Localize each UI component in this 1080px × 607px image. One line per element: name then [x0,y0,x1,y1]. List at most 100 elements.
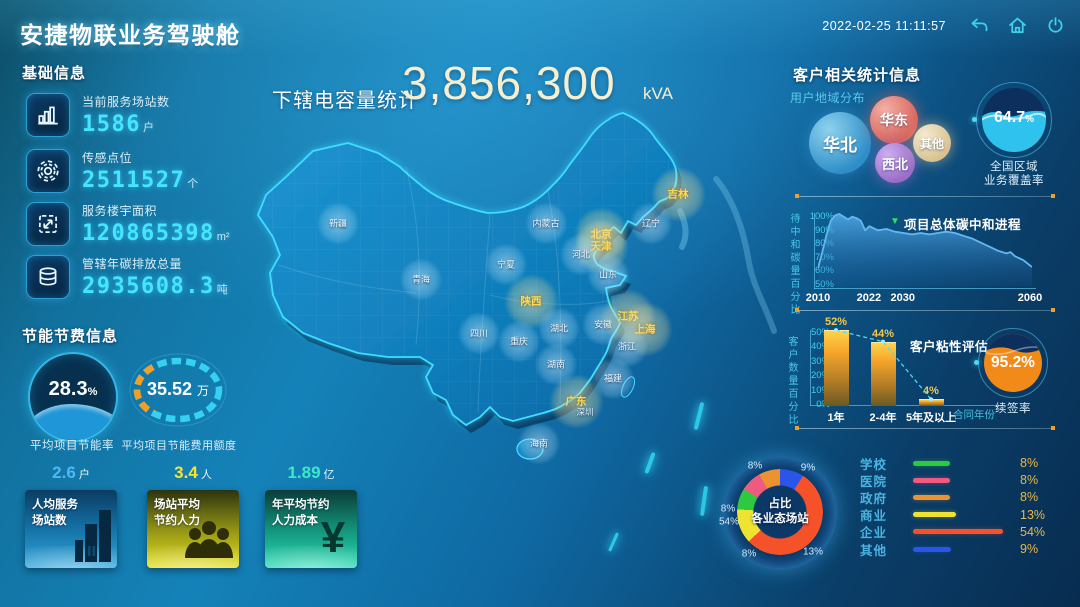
divider [795,308,1055,312]
province-marker-河北[interactable]: 河北 [559,233,603,275]
province-marker-内蒙古[interactable]: 内蒙古 [524,202,568,244]
donut-title-line2: 各业态场站 [751,513,809,525]
saving-amount-label: 平均项目节能费用额度 [121,440,237,452]
province-label: 河北 [571,249,591,260]
province-label: 浙江 [617,341,637,352]
legend-label: 企业 [860,526,888,541]
card-value: 1.89 亿 [287,463,335,482]
card-label-line1: 场站平均 [154,499,200,511]
stations-per-capita-card: 人均服务 场站数 [25,490,117,568]
loyalty-trend-overlay [834,328,933,402]
home-icon[interactable] [1007,15,1028,36]
carbon-xtick: 2010 [805,292,831,304]
province-label: 吉林 [667,188,689,201]
stat-value: 2935608.3 [82,274,215,299]
divider [795,426,1055,430]
loyalty-chart-title: 客户粘性评估 [910,340,989,354]
map-japan [713,176,777,334]
legend-label: 其他 [860,543,888,558]
power-icon[interactable] [1045,15,1066,36]
province-marker-山东[interactable]: 山东 [586,253,630,295]
province-label: 宁夏 [496,259,516,270]
capacity-unit: kVA [643,84,673,103]
province-marker-海南[interactable]: 海南 [517,422,561,464]
province-marker-吉林[interactable]: 吉林 [651,167,705,221]
region-bubble-华北: 华北 [809,112,871,174]
carbon-area-chart [818,213,1032,286]
coverage-label-line2: 业务覆盖率 [984,175,1044,187]
legend-color-bar [913,512,956,518]
stat-carbon: 管辖年碳排放总量 2935608.3 吨 [26,255,228,299]
province-marker-陕西[interactable]: 陕西 [504,274,558,328]
province-label: 广东 [565,395,587,408]
province-marker-辽宁[interactable]: 辽宁 [629,202,673,244]
legend-percent: 8% [1020,490,1039,505]
province-marker-广东[interactable]: 广东 [549,374,603,428]
donut-title-line1: 占比 [768,498,792,510]
province-label: 山东 [598,269,618,280]
stat-unit: m² [216,231,230,243]
carbon-xtick: 2030 [890,292,916,304]
donut-legend-row-商业: 商业 13% [860,508,1060,524]
map-grid-overlay [258,113,677,425]
region-bubble-西北: 西北 [875,143,915,183]
people-icon [185,521,233,558]
carbon-x-axis [814,288,1036,289]
carbon-ylabel: 待中和碳量百分比 [788,213,799,317]
stat-value: 2511527 [82,168,186,193]
page-title: 安捷物联业务驾驶舱 [20,22,241,48]
stat-label: 管辖年碳排放总量 [82,257,183,271]
bar-category-label: 1年 [827,412,845,424]
province-label: 重庆 [509,336,529,347]
region-bubble-华东: 华东 [870,96,918,144]
province-marker-新疆[interactable]: 新疆 [316,202,360,244]
region-bubble-其他: 其他 [913,124,951,162]
carbon-area-fill [818,214,1032,286]
legend-label: 医院 [860,474,888,489]
loyalty-ylabel: 客户数量百分比 [786,336,797,427]
province-marker-福建[interactable]: 福建 [591,357,635,399]
province-marker-湖南[interactable]: 湖南 [534,343,578,385]
donut-center-label: 占比 各业态场站 [751,485,809,539]
legend-color-bar [913,477,951,483]
carbon-chart-title: 项目总体碳中和进程 [904,218,1022,232]
card-value: 2.6 户 [52,463,90,482]
carbon-area-line [818,213,1032,269]
back-icon[interactable] [969,15,990,36]
section-title-energy: 节能节费信息 [22,328,119,345]
stat-label: 当前服务场站数 [82,95,170,109]
stat-value: 1586 [82,112,141,137]
legend-color-bar [913,546,952,552]
legend-percent: 8% [1020,456,1039,470]
province-marker-深圳[interactable]: 深圳 [576,406,593,418]
timestamp: 2022-02-25 11:11:57 [822,18,946,33]
donut-legend-row-其他: 其他 9% [860,542,1060,558]
province-marker-浙江[interactable]: 浙江 [605,325,649,367]
labor-cost-saved-card: 年平均节约 人力成本 ¥ [265,490,357,568]
saving-rate-unit: % [87,386,98,398]
province-marker-重庆[interactable]: 重庆 [497,320,541,362]
gauge-dot [972,117,977,122]
donut-legend-row-学校: 学校 8% [860,456,1060,472]
bar-category-label: 5年及以上 [905,412,957,424]
saving-amount-value: 35.52 [146,379,192,399]
legend-marker-triangle: ▼ [890,216,900,227]
stat-unit: 户 [142,122,154,134]
stat-value: 120865398 [82,221,215,246]
coverage-label-line1: 全国区域 [990,161,1038,173]
building-icon [75,510,111,562]
renewal-label: 续签率 [995,403,1031,415]
station-icon [26,93,70,137]
legend-color-bar [913,529,1004,535]
legend-percent: 54% [1020,524,1046,539]
province-marker-宁夏[interactable]: 宁夏 [484,243,528,285]
province-marker-青海[interactable]: 青海 [399,258,443,300]
svg-text:¥: ¥ [321,513,346,562]
province-marker-湖北[interactable]: 湖北 [537,307,581,349]
province-marker-四川[interactable]: 四川 [457,312,501,354]
renewal-gauge: 95.2% [974,328,1048,398]
loyalty-xlabel: 合同年份 [953,409,995,421]
china-map [256,112,777,460]
province-label: 福建 [603,373,623,384]
